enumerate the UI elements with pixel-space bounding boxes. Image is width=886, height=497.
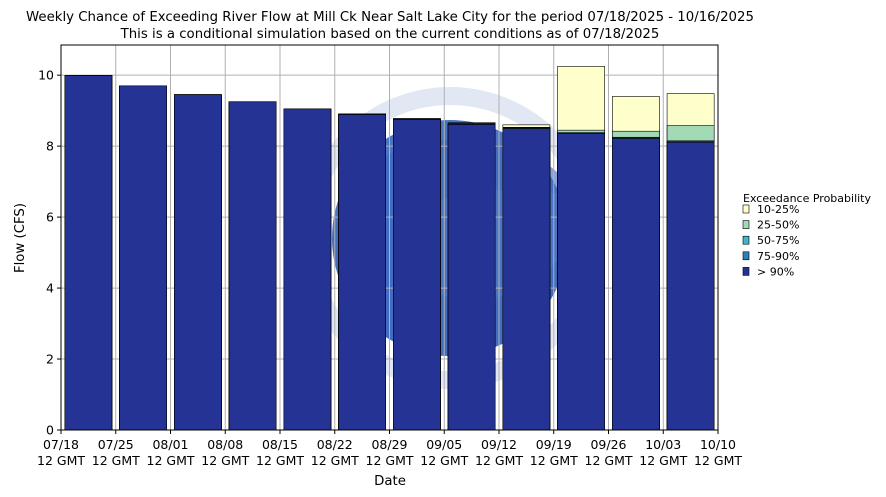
x-tick-date: 07/18 xyxy=(43,437,79,452)
x-tick-date: 10/10 xyxy=(700,437,736,452)
x-tick-time: 12 GMT xyxy=(37,453,85,468)
x-tick-time: 12 GMT xyxy=(420,453,468,468)
legend-item: 10-25% xyxy=(757,203,799,216)
legend-swatch xyxy=(742,235,750,245)
legend-item: > 90% xyxy=(757,265,794,278)
bar-90-1 xyxy=(119,85,167,431)
legend-title: Exceedance Probability xyxy=(743,192,871,205)
x-axis-label: Date xyxy=(374,474,406,489)
x-tick-date: 10/03 xyxy=(645,437,681,452)
y-tick-label: 0 xyxy=(46,423,54,438)
x-tick-date: 08/08 xyxy=(207,437,243,452)
x-tick-time: 12 GMT xyxy=(475,453,523,468)
y-tick-label: 2 xyxy=(46,352,54,367)
bar-90-4 xyxy=(283,108,332,431)
x-tick-date: 08/29 xyxy=(371,437,407,452)
x-tick-time: 12 GMT xyxy=(639,453,687,468)
x-tick-time: 12 GMT xyxy=(256,453,304,468)
x-tick-date: 09/26 xyxy=(590,437,626,452)
bar-90-6 xyxy=(393,119,441,431)
y-ticks: 0 2 4 6 8 10 xyxy=(38,68,61,438)
bar-90-0 xyxy=(64,75,113,431)
y-tick-label: 6 xyxy=(46,210,54,225)
x-tick-date: 07/25 xyxy=(98,437,134,452)
legend-item: 75-90% xyxy=(757,250,799,263)
x-tick-date: 08/22 xyxy=(317,437,353,452)
x-tick-time: 12 GMT xyxy=(694,453,742,468)
legend-swatch xyxy=(742,220,750,229)
bar-90-2 xyxy=(174,94,222,431)
y-tick-label: 8 xyxy=(46,139,54,154)
x-tick-date: 08/15 xyxy=(262,437,298,452)
bar-90-11 xyxy=(666,141,715,431)
x-tick-date: 09/19 xyxy=(536,437,572,452)
x-tick-time: 12 GMT xyxy=(366,453,414,468)
bar-90-9 xyxy=(557,133,605,431)
bar-90-3 xyxy=(228,101,277,431)
y-tick-label: 4 xyxy=(46,281,54,296)
legend-item: 25-50% xyxy=(757,219,799,232)
y-axis-label: Flow (CFS) xyxy=(13,203,28,273)
y-tick-label: 10 xyxy=(38,68,54,83)
bar-90-10 xyxy=(612,138,660,431)
bar-90-8 xyxy=(502,128,551,431)
legend: Exceedance Probability 10-25% 25-50% 50-75… xyxy=(742,192,871,278)
legend-swatch xyxy=(742,204,750,214)
bar-90-7 xyxy=(447,124,496,431)
bar-90-5 xyxy=(338,114,386,431)
legend-swatch xyxy=(742,267,750,276)
chart-subtitle: This is a conditional simulation based o… xyxy=(120,27,660,42)
legend-item: 50-75% xyxy=(757,234,799,247)
x-tick-time: 12 GMT xyxy=(92,453,140,468)
x-tick-time: 12 GMT xyxy=(147,453,195,468)
bars xyxy=(64,65,715,431)
x-tick-time: 12 GMT xyxy=(585,453,633,468)
x-tick-time: 12 GMT xyxy=(530,453,578,468)
x-tick-date: 09/05 xyxy=(426,437,462,452)
legend-swatch xyxy=(742,251,750,261)
x-tick-date: 08/01 xyxy=(152,437,188,452)
chart-title: Weekly Chance of Exceeding River Flow at… xyxy=(26,10,754,25)
x-tick-date: 09/12 xyxy=(481,437,517,452)
x-tick-time: 12 GMT xyxy=(311,453,359,468)
x-tick-time: 12 GMT xyxy=(201,453,249,468)
